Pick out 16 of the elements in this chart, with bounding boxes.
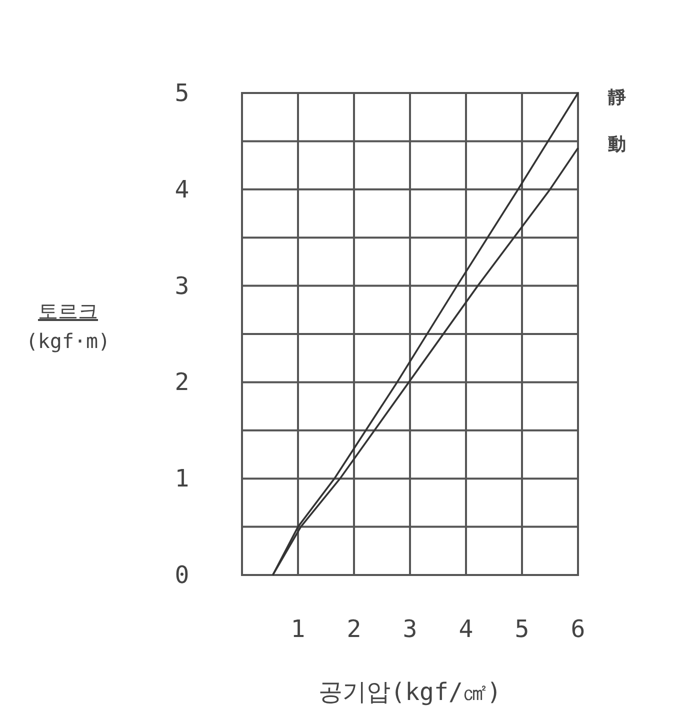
x-tick-label: 1 [290, 615, 306, 643]
series-label: 靜 [607, 87, 626, 108]
x-axis-title: 공기압(kgf/㎠) [318, 678, 502, 706]
series-label: 動 [607, 134, 626, 155]
x-tick-label: 5 [514, 615, 530, 643]
x-tick-label: 6 [570, 615, 586, 643]
y-tick-label: 0 [174, 561, 190, 589]
y-tick-label: 5 [174, 79, 190, 107]
x-tick-label: 2 [346, 615, 362, 643]
y-tick-label: 4 [174, 175, 190, 204]
y-axis-title: 토르크 (kgf·m) [26, 299, 110, 353]
x-tick-label: 4 [458, 615, 474, 643]
y-tick-label: 2 [174, 368, 190, 396]
y-tick-label: 3 [174, 272, 190, 300]
x-tick-label: 3 [402, 615, 418, 643]
y-tick-label: 1 [174, 464, 190, 493]
